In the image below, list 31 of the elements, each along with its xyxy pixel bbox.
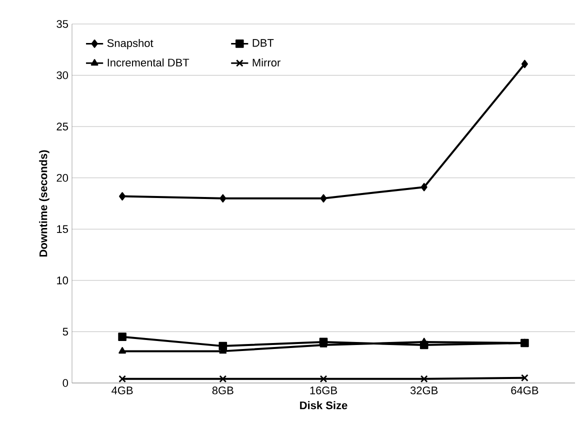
x-tick-label: 8GB xyxy=(212,386,234,394)
x-tick-label: 64GB xyxy=(511,386,538,394)
legend-label: Snapshot xyxy=(107,38,154,50)
y-tick-label: 35 xyxy=(56,20,68,28)
point xyxy=(420,182,428,192)
x-axis-title: Disk Size xyxy=(300,401,348,410)
y-tick-label: 20 xyxy=(56,174,68,182)
point xyxy=(119,192,126,200)
y-axis-title: Downtime (seconds) xyxy=(39,150,50,257)
y-tick-label: 0 xyxy=(62,379,68,387)
point xyxy=(118,347,126,354)
point xyxy=(521,60,528,68)
legend-label: Incremental DBT xyxy=(108,58,190,67)
y-tick-label: 5 xyxy=(62,328,68,336)
x-tick-label: 4GB xyxy=(112,386,133,394)
x-tick-label: 16GB xyxy=(310,386,337,394)
legend-label: Mirror xyxy=(252,58,280,67)
point xyxy=(118,375,126,382)
point xyxy=(219,375,226,382)
x-tick-label: 32GB xyxy=(410,386,438,394)
point xyxy=(420,375,428,382)
y-tick-label: 15 xyxy=(57,225,68,233)
y-tick-label: 25 xyxy=(56,122,68,130)
point xyxy=(521,374,528,382)
y-tick-label: 30 xyxy=(56,71,68,80)
point xyxy=(220,194,226,203)
point xyxy=(320,375,327,382)
legend-label: DBT xyxy=(252,39,274,47)
y-tick-label: 10 xyxy=(57,276,68,284)
point xyxy=(118,332,126,341)
point xyxy=(320,194,327,203)
